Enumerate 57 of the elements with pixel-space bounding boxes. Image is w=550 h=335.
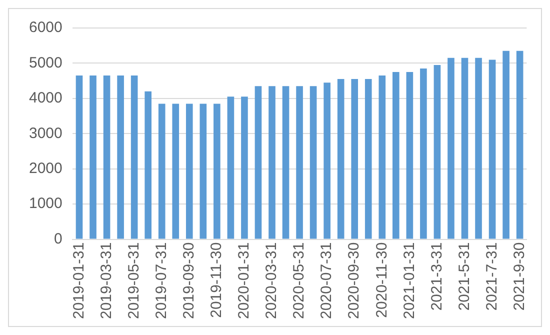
bar xyxy=(158,104,166,239)
x-tick-label: 2020-11-30 xyxy=(373,242,390,318)
bar xyxy=(186,104,193,239)
bar xyxy=(378,76,386,239)
bar xyxy=(117,76,124,239)
x-tick-label: 2019-11-30 xyxy=(208,242,226,318)
bar xyxy=(488,60,496,239)
bar xyxy=(227,96,234,239)
bar xyxy=(200,104,207,239)
bar xyxy=(144,91,152,239)
bar xyxy=(268,86,276,239)
bar xyxy=(420,68,427,239)
bar xyxy=(434,64,441,239)
bar xyxy=(172,104,180,239)
bar xyxy=(103,76,110,239)
bar xyxy=(406,72,414,239)
x-tick-label: 2021-01-31 xyxy=(400,242,418,320)
x-tick-label: 2019-09-30 xyxy=(180,242,198,320)
bar xyxy=(214,104,220,239)
x-tick-label: 2021-7-31 xyxy=(483,242,500,311)
bar xyxy=(130,76,138,239)
x-tick-label: 2020-05-31 xyxy=(290,242,308,320)
bar xyxy=(502,50,510,239)
bar xyxy=(296,86,303,239)
x-tick-label: 2020-09-30 xyxy=(346,242,363,320)
y-tick-label: 4000 xyxy=(28,90,62,107)
x-tick-label: 2020-07-31 xyxy=(318,242,336,320)
y-tick-label: 1000 xyxy=(28,195,62,212)
bar xyxy=(337,79,344,239)
y-tick-label: 0 xyxy=(54,230,62,248)
bar xyxy=(324,82,330,239)
bar xyxy=(392,72,400,239)
bar xyxy=(364,79,372,239)
x-tick-label: 2021-9-30 xyxy=(510,242,528,311)
x-tick-label: 2019-05-31 xyxy=(125,242,142,320)
x-tick-label: 2021-5-31 xyxy=(456,242,473,311)
y-tick-label: 2000 xyxy=(28,160,62,177)
x-tick-label: 2019-03-31 xyxy=(98,242,115,320)
bar xyxy=(351,79,358,239)
bar xyxy=(254,86,262,239)
bar xyxy=(90,76,96,239)
bar xyxy=(448,58,454,239)
bar xyxy=(282,86,290,239)
bar xyxy=(241,96,248,239)
x-tick-label: 2019-01-31 xyxy=(70,242,88,320)
bar xyxy=(461,58,468,239)
bar xyxy=(475,58,482,239)
y-tick-label: 5000 xyxy=(28,54,62,72)
bar xyxy=(310,86,317,239)
y-tick-label: 3000 xyxy=(28,124,62,142)
x-tick-label: 2020-03-31 xyxy=(263,242,280,320)
x-tick-label: 2021-3-31 xyxy=(428,242,446,311)
bar xyxy=(76,76,83,239)
bar xyxy=(516,50,524,239)
x-tick-label: 2019-07-31 xyxy=(153,242,170,320)
x-tick-label: 2020-01-31 xyxy=(236,242,253,320)
y-tick-label: 6000 xyxy=(28,19,62,36)
